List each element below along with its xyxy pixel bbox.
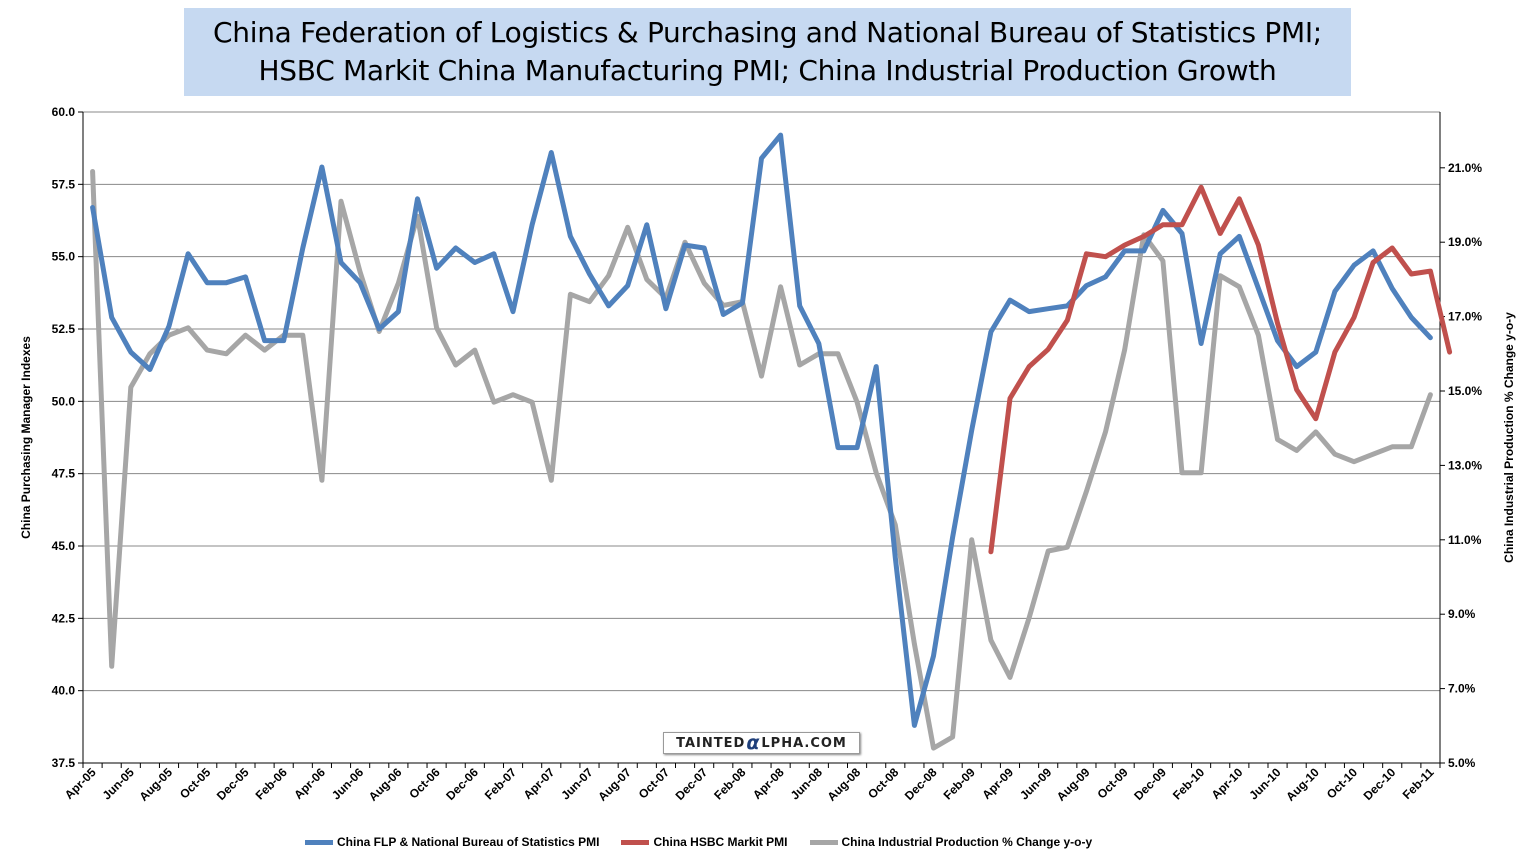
left-axis-tick-label: 37.5 bbox=[52, 756, 76, 770]
x-axis-tick-label: Jun-06 bbox=[329, 765, 366, 802]
x-axis-tick-label: Oct-09 bbox=[1094, 765, 1131, 802]
right-axis-title: China Industrial Production % Change y-o… bbox=[1502, 312, 1516, 563]
watermark-logo: TAINTED α LPHA.COM bbox=[663, 732, 860, 754]
left-axis-tick-label: 57.5 bbox=[52, 177, 76, 191]
x-axis-tick-label: Aug-05 bbox=[136, 765, 175, 804]
x-axis-tick-label: Apr-08 bbox=[750, 765, 787, 802]
left-axis-tick-label: 52.5 bbox=[52, 322, 76, 336]
series-line-flp-pmi bbox=[90, 132, 1433, 728]
x-axis-tick-label: Oct-08 bbox=[865, 765, 902, 802]
left-axis-tick-label: 50.0 bbox=[52, 394, 76, 408]
x-axis-tick-label: Oct-07 bbox=[636, 765, 673, 802]
x-axis-tick-label: Apr-06 bbox=[291, 765, 328, 802]
right-axis-tick-label: 15.0% bbox=[1448, 384, 1482, 398]
right-axis-tick-label: 5.0% bbox=[1448, 756, 1476, 770]
legend-item-hsbc-pmi: China HSBC Markit PMI bbox=[621, 835, 788, 849]
legend-swatch-flp-pmi bbox=[305, 839, 333, 845]
x-axis-tick-label: Apr-10 bbox=[1209, 765, 1246, 802]
legend-label-industrial-production: China Industrial Production % Change y-o… bbox=[841, 835, 1093, 849]
watermark-alpha-mark: α bbox=[746, 732, 761, 754]
left-axis-title: China Purchasing Manager Indexes bbox=[19, 336, 33, 539]
legend-swatch-industrial-production bbox=[809, 839, 838, 845]
x-axis-tick-label: Feb-09 bbox=[941, 765, 978, 802]
left-axis-tick-label: 60.0 bbox=[52, 105, 76, 119]
chart-title-line-1: China Federation of Logistics & Purchasi… bbox=[213, 16, 1322, 49]
x-axis-tick-label: Jun-05 bbox=[100, 765, 137, 802]
x-axis-tick-label: Dec-10 bbox=[1361, 765, 1399, 803]
right-axis-tick-label: 7.0% bbox=[1448, 682, 1476, 696]
right-axis-tick-label: 19.0% bbox=[1448, 235, 1482, 249]
chart-title-line-2: HSBC Markit China Manufacturing PMI; Chi… bbox=[258, 54, 1277, 87]
x-axis-tick-label: Feb-07 bbox=[482, 765, 519, 802]
x-axis-tick-label: Dec-07 bbox=[673, 765, 711, 803]
series-line-hsbc-pmi bbox=[988, 184, 1453, 555]
watermark-text-pre: TAINTED bbox=[676, 735, 746, 751]
left-axis-tick-label: 42.5 bbox=[52, 611, 76, 625]
x-axis-tick-label: Jun-09 bbox=[1017, 765, 1054, 802]
legend-label-hsbc-pmi: China HSBC Markit PMI bbox=[653, 835, 788, 849]
x-axis-tick-label: Apr-05 bbox=[62, 765, 99, 802]
legend-item-industrial-production: China Industrial Production % Change y-o… bbox=[809, 835, 1093, 849]
x-axis-tick-label: Oct-10 bbox=[1324, 765, 1361, 802]
x-axis-tick-label: Feb-11 bbox=[1400, 765, 1437, 802]
x-axis-tick-label: Aug-09 bbox=[1054, 765, 1093, 804]
left-axis-tick-label: 45.0 bbox=[52, 539, 76, 553]
left-axis-tick-label: 47.5 bbox=[52, 467, 76, 481]
x-axis-tick-label: Feb-08 bbox=[711, 765, 748, 802]
left-axis-tick-label: 40.0 bbox=[52, 684, 76, 698]
left-axis-tick-label: 55.0 bbox=[52, 250, 76, 264]
x-axis-tick-label: Oct-06 bbox=[406, 765, 443, 802]
x-axis-tick-label: Feb-06 bbox=[253, 765, 290, 802]
x-axis-tick-label: Jun-10 bbox=[1246, 765, 1283, 802]
x-axis-tick-label: Jun-07 bbox=[558, 765, 595, 802]
x-axis-tick-label: Feb-10 bbox=[1170, 765, 1207, 802]
right-axis-tick-label: 13.0% bbox=[1448, 458, 1482, 472]
x-axis-tick-label: Dec-05 bbox=[214, 765, 252, 803]
watermark-text-post: LPHA.COM bbox=[761, 735, 847, 751]
series-line-industrial-production bbox=[90, 169, 1433, 751]
x-axis-tick-label: Dec-06 bbox=[443, 765, 481, 803]
chart-title: China Federation of Logistics & Purchasi… bbox=[184, 8, 1351, 96]
right-axis-tick-label: 17.0% bbox=[1448, 310, 1482, 324]
legend-swatch-hsbc-pmi bbox=[621, 839, 650, 845]
x-axis-tick-label: Oct-05 bbox=[177, 765, 214, 802]
x-axis-tick-label: Apr-07 bbox=[521, 765, 558, 802]
x-axis-tick-label: Aug-07 bbox=[595, 765, 634, 804]
x-axis-tick-label: Dec-09 bbox=[1131, 765, 1169, 803]
legend-label-flp-pmi: China FLP & National Bureau of Statistic… bbox=[337, 835, 600, 849]
right-axis-tick-label: 11.0% bbox=[1448, 533, 1482, 547]
x-axis-tick-label: Dec-08 bbox=[902, 765, 940, 803]
x-axis-tick-label: Jun-08 bbox=[788, 765, 825, 802]
x-axis-tick-label: Apr-09 bbox=[979, 765, 1016, 802]
x-axis-tick-label: Aug-08 bbox=[825, 765, 864, 804]
chart-legend: China FLP & National Bureau of Statistic… bbox=[305, 832, 1114, 852]
right-axis-tick-label: 9.0% bbox=[1448, 607, 1476, 621]
x-axis-tick-label: Aug-10 bbox=[1283, 765, 1322, 804]
x-axis-tick-label: Aug-06 bbox=[366, 765, 405, 804]
right-axis-tick-label: 21.0% bbox=[1448, 161, 1482, 175]
legend-item-flp-pmi: China FLP & National Bureau of Statistic… bbox=[305, 835, 599, 849]
